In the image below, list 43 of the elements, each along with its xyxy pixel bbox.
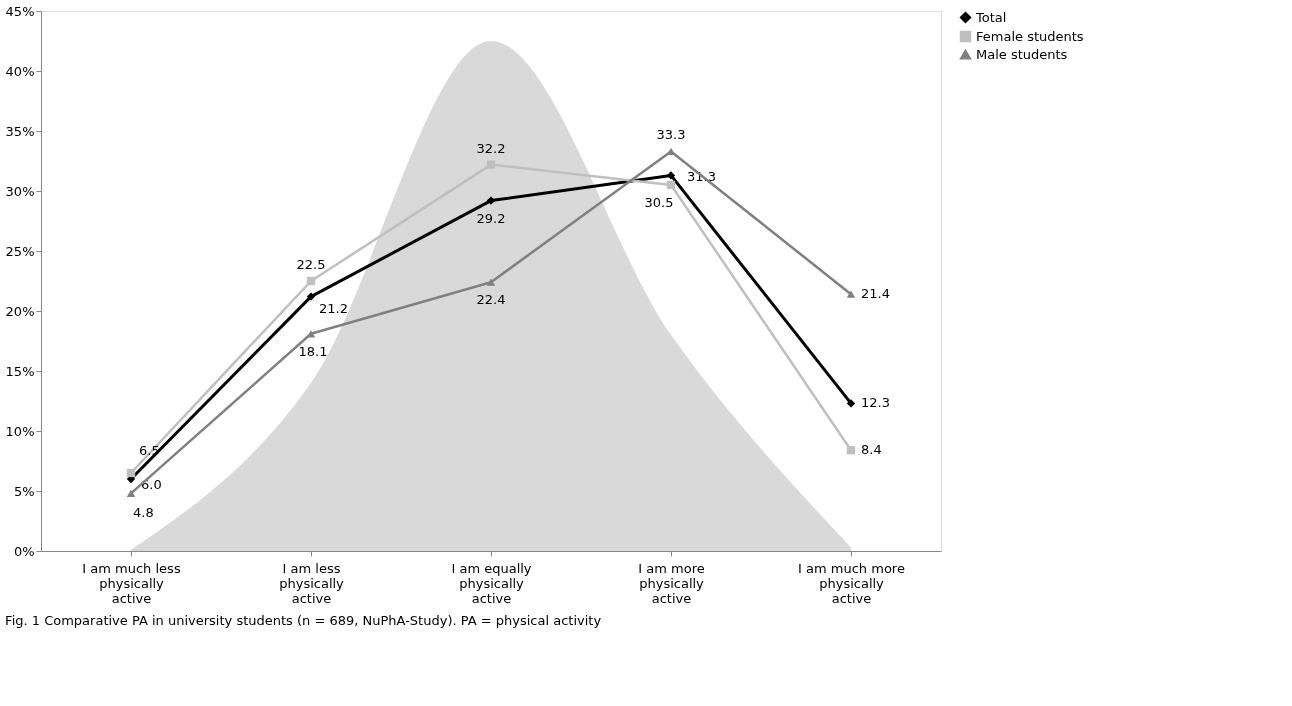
y-tick-label: 40% [5, 63, 35, 79]
caption: Fig. 1 Comparative PA in university students (n = 689, NuPhA-Study). PA = physical activity [5, 613, 602, 628]
y-tick-label: 35% [5, 123, 35, 139]
x-tick-label: I am much less physically active [82, 560, 181, 606]
x-tick-label: I am much more physically active [798, 560, 905, 606]
point [666, 180, 676, 190]
point [846, 446, 856, 455]
point [126, 468, 136, 478]
data-label: 30.5 [644, 195, 674, 210]
point [846, 399, 856, 408]
data-label: 21.2 [319, 300, 348, 316]
y-tick-label: 15% [5, 363, 35, 379]
y-tick-label: 25% [5, 243, 35, 259]
y-tick-label: 30% [5, 183, 35, 199]
data-label: 18.1 [298, 343, 328, 359]
point [306, 276, 316, 286]
data-label: 29.2 [476, 210, 506, 226]
x-tick-label: I am less physically active [279, 560, 345, 606]
data-label: 4.8 [133, 505, 154, 521]
legend-label: Male students [976, 46, 1068, 62]
point [666, 171, 676, 180]
legend-label: Total [975, 9, 1007, 25]
y-tick-label: 0% [13, 543, 35, 559]
point [486, 160, 496, 169]
point [486, 278, 496, 286]
data-label: 21.4 [861, 286, 890, 302]
data-label: 8.4 [861, 442, 882, 458]
point [306, 292, 316, 301]
data-label: 22.4 [476, 292, 506, 308]
legend-label: Female students [976, 28, 1084, 44]
data-label: 32.2 [476, 140, 506, 156]
y-tick-label: 10% [5, 423, 35, 439]
data-label: 12.3 [861, 395, 890, 411]
y-tick-label: 20% [5, 303, 35, 319]
data-label: 22.5 [296, 257, 326, 272]
data-label: 33.3 [656, 127, 686, 143]
point [846, 290, 856, 298]
point [486, 196, 496, 205]
x-tick-label: I am more physically active [638, 560, 705, 606]
y-tick-label: 5% [13, 483, 35, 499]
y-tick-label: 45% [5, 3, 35, 19]
x-tick-label: I am equally physically active [451, 560, 532, 606]
point [126, 489, 136, 498]
